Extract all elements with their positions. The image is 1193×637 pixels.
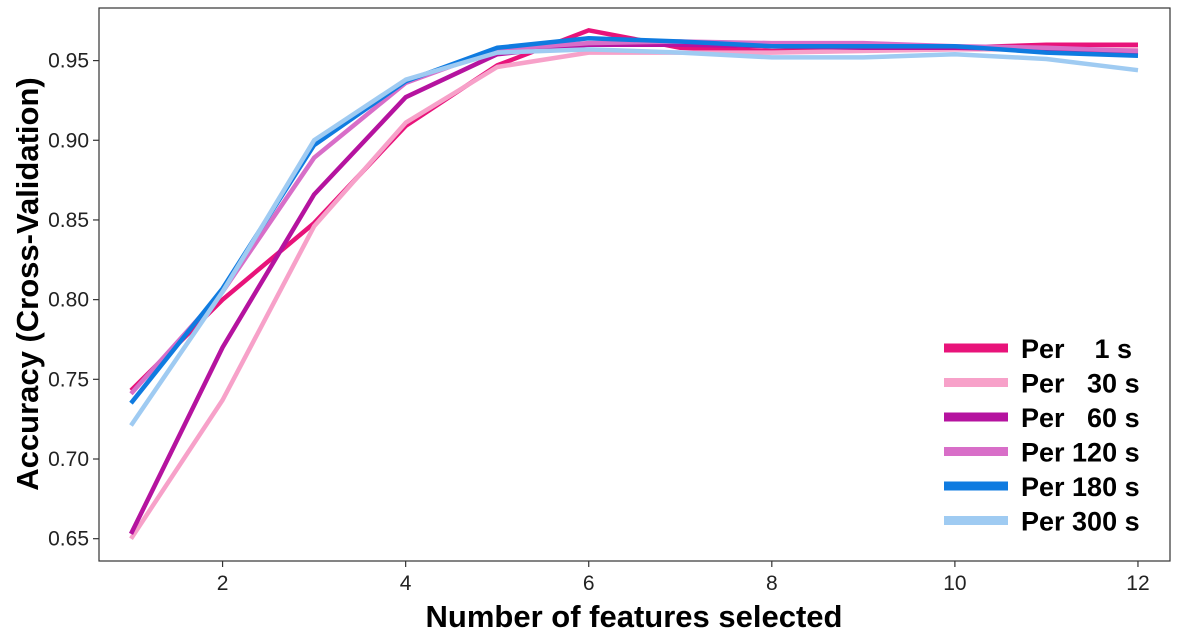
series-line-6 (129, 47, 1139, 427)
y-tick-label: 0.65 (48, 528, 89, 551)
series-line-1 (129, 28, 1138, 393)
x-tick-label: 4 (400, 572, 412, 595)
y-tick-label: 0.70 (48, 448, 89, 471)
y-tick-label: 0.85 (48, 209, 89, 232)
y-tick-label: 0.95 (48, 50, 89, 73)
legend-item: Per 1 s (944, 334, 1132, 364)
x-tick-label: 2 (217, 572, 229, 595)
legend-label: Per 300 s (1021, 507, 1140, 537)
x-tick-label: 8 (766, 572, 778, 595)
y-axis-title: Accuracy (Cross-Validation) (10, 77, 45, 490)
x-tick-label: 6 (583, 572, 595, 595)
y-tick-label: 0.80 (48, 289, 89, 312)
y-axis: 0.65 0.70 0.75 0.80 0.85 0.90 0.95 (48, 50, 99, 551)
legend-label: Per 60 s (1021, 403, 1140, 433)
x-tick-label: 10 (943, 572, 966, 595)
legend-label: Per 120 s (1021, 438, 1140, 468)
legend-item: Per 300 s (944, 507, 1140, 537)
legend-label: Per 30 s (1021, 369, 1140, 399)
x-axis-title: Number of features selected (426, 599, 843, 634)
legend-item: Per 180 s (944, 472, 1140, 502)
legend: Per 1 s Per 30 s Per 60 s Per 120 s Per 180 … (944, 334, 1140, 537)
x-axis: 2 4 6 8 10 12 (217, 561, 1150, 595)
legend-label: Per 180 s (1021, 472, 1140, 502)
plot-frame (98, 7, 1171, 562)
x-tick-label: 12 (1126, 572, 1149, 595)
y-tick-label: 0.75 (48, 368, 89, 391)
series-line-2 (129, 47, 1138, 540)
series-layer (128, 28, 1139, 540)
legend-item: Per 120 s (944, 438, 1140, 468)
legend-item: Per 60 s (944, 403, 1140, 433)
series-line-4 (129, 39, 1139, 396)
legend-item: Per 30 s (944, 369, 1140, 399)
legend-label: Per 1 s (1021, 334, 1132, 364)
y-tick-label: 0.90 (48, 129, 89, 152)
